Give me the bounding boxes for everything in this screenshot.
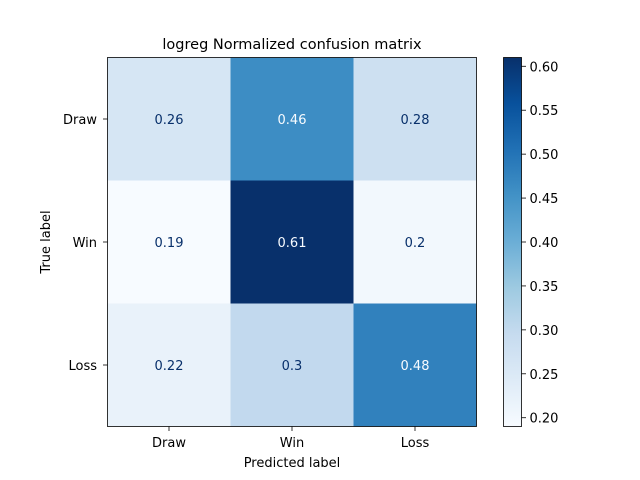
y-axis: Draw Win Loss (63, 113, 108, 374)
cell-value-label-r1-c2: 0.2 (405, 236, 426, 251)
y-tick-label: Win (73, 236, 97, 251)
colorbar-tick-label: 0.40 (530, 236, 559, 251)
matrix-cell-r1-c2 (353, 180, 477, 304)
colorbar-tick-label: 0.55 (530, 104, 559, 119)
colorbar-tick-label: 0.60 (530, 60, 559, 75)
cell-value-label-r0-c2: 0.28 (401, 113, 430, 128)
matrix-cell-r0-c2 (353, 57, 477, 181)
matrix-cell-r1-c1 (230, 180, 354, 304)
colorbar-tick-label: 0.20 (530, 412, 559, 427)
y-tick-label: Loss (68, 359, 97, 374)
cell-value-label-r2-c2: 0.48 (401, 359, 430, 374)
colorbar (503, 57, 522, 427)
x-tick-label: Win (280, 436, 304, 451)
y-tick-label: Draw (63, 113, 97, 128)
cell-value-label-r2-c1: 0.3 (282, 359, 303, 374)
matrix-cell-r2-c0 (107, 303, 231, 427)
x-tick-label: Loss (401, 436, 430, 451)
chart-title: logreg Normalized confusion matrix (162, 37, 422, 53)
x-tick-label: Draw (152, 436, 186, 451)
colorbar-tick-label: 0.25 (530, 368, 559, 383)
colorbar-tick-label: 0.45 (530, 192, 559, 207)
colorbar-tick-label: 0.35 (530, 280, 559, 295)
matrix-cell-r2-c2 (353, 303, 477, 427)
matrix-cell-r1-c0 (107, 180, 231, 304)
matrix-cell-r2-c1 (230, 303, 354, 427)
colorbar-tick-label: 0.50 (530, 148, 559, 163)
cell-value-label-r2-c0: 0.22 (155, 359, 184, 374)
x-axis-label: Predicted label (244, 456, 341, 471)
x-axis: Draw Win Loss (152, 426, 430, 451)
colorbar-ticks: 0.20 0.25 0.30 0.35 0.40 0.45 0.50 0.55 0.60 (521, 60, 559, 427)
matrix-cell-r0-c1 (230, 57, 354, 181)
matrix-cell-r0-c0 (107, 57, 231, 181)
cell-value-label-r1-c0: 0.19 (155, 236, 184, 251)
cell-value-label-r0-c0: 0.26 (155, 113, 184, 128)
y-axis-label: True label (39, 210, 54, 274)
colorbar-tick-label: 0.30 (530, 324, 559, 339)
cell-value-label-r0-c1: 0.46 (278, 113, 307, 128)
matrix-cells (107, 57, 477, 427)
cell-value-label-r1-c1: 0.61 (278, 236, 307, 251)
matrix-cell-labels: 0.26 0.46 0.28 0.19 0.61 0.2 0.22 0.3 0.48 (155, 113, 430, 374)
colorbar-gradient (503, 57, 522, 427)
